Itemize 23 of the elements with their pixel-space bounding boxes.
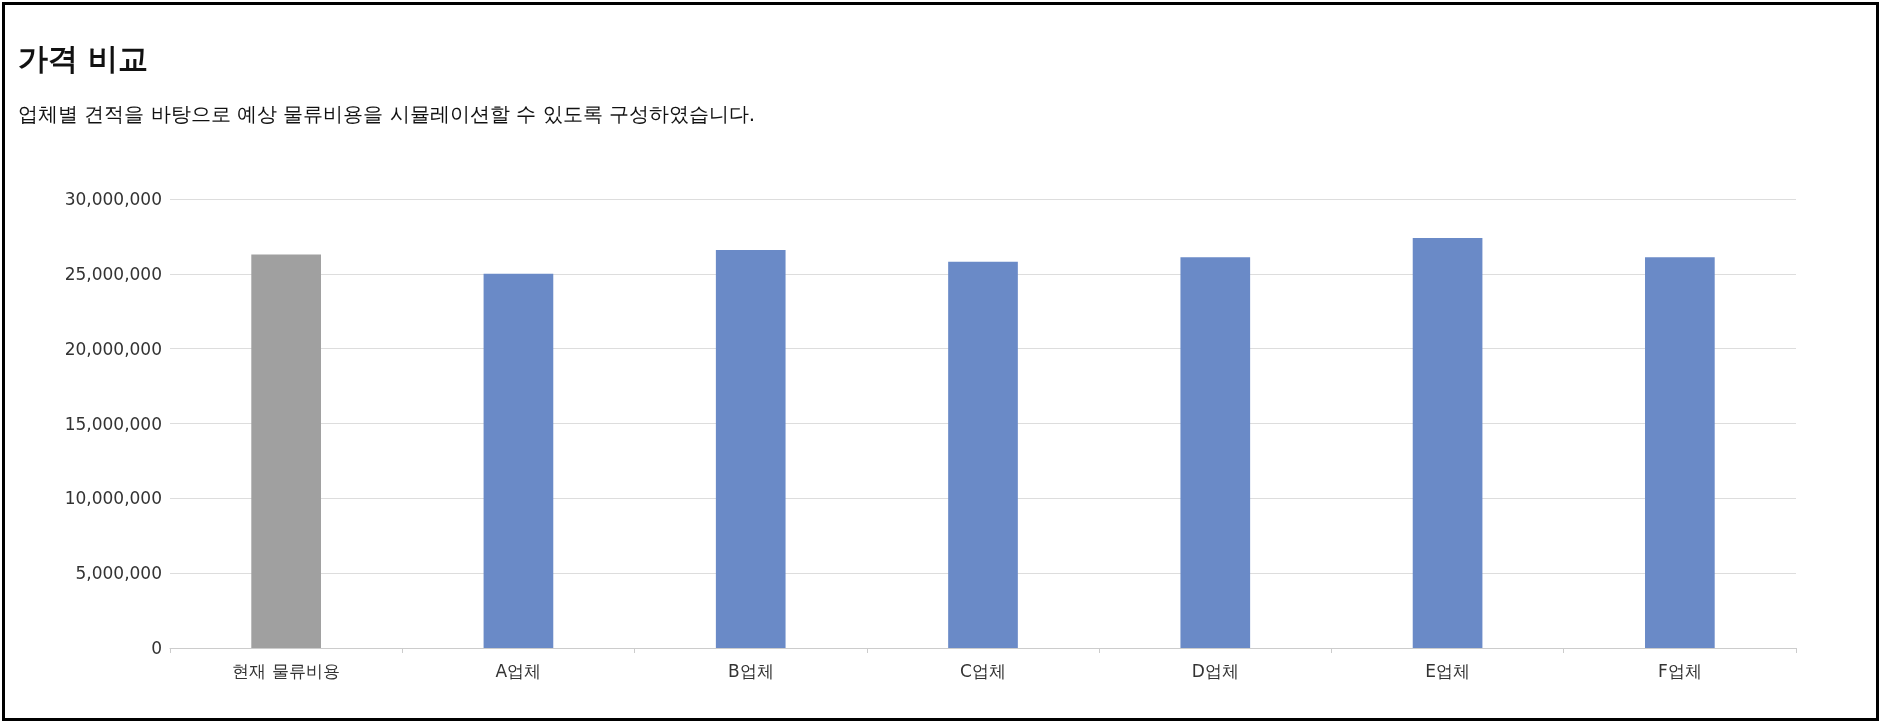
bar	[1645, 257, 1715, 648]
y-tick-label: 30,000,000	[64, 189, 162, 209]
bar	[715, 249, 786, 648]
x-tick-label: A업체	[495, 660, 542, 681]
bar	[1412, 237, 1483, 648]
bar	[483, 273, 554, 648]
x-tick-label: E업체	[1425, 660, 1470, 681]
y-tick-label: 5,000,000	[75, 563, 162, 584]
bar	[948, 261, 1018, 648]
y-tick-label: 25,000,000	[64, 263, 162, 284]
y-tick-label: 10,000,000	[64, 488, 162, 509]
y-tick-label: 15,000,000	[64, 413, 162, 434]
x-tick-label: F업체	[1657, 660, 1702, 681]
x-tick-label: B업체	[727, 660, 774, 681]
bar	[251, 254, 321, 648]
y-tick-label: 20,000,000	[64, 338, 162, 359]
x-tick-label: C업체	[960, 660, 1006, 681]
chart-title: 가격 비교	[18, 40, 149, 78]
chart-subtitle: 업체별 견적을 바탕으로 예상 물류비용을 시뮬레이션할 수 있도록 구성하였습니다.	[18, 101, 756, 128]
bar	[1180, 257, 1251, 648]
x-tick-label: 현재 물류비용	[232, 660, 340, 681]
y-tick-label: 0	[151, 638, 162, 658]
x-tick-label: D업체	[1191, 660, 1239, 681]
